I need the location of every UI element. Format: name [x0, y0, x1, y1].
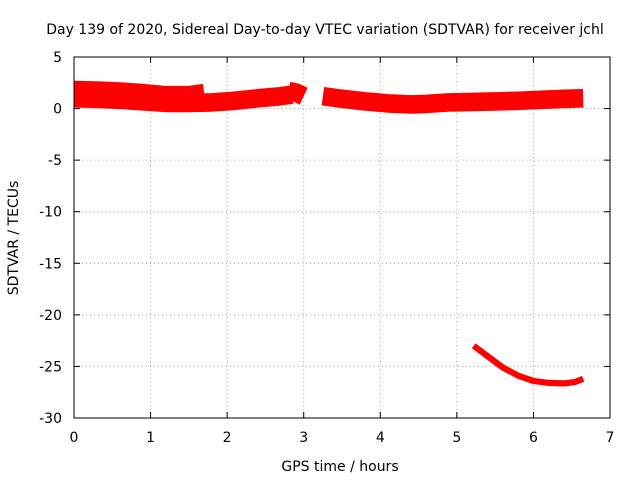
x-tick-label: 1: [146, 430, 155, 446]
x-tick-label: 2: [223, 430, 232, 446]
y-tick-label: -30: [39, 411, 62, 427]
series-0-segment-1: [73, 85, 294, 113]
chart-title: Day 139 of 2020, Sidereal Day-to-day VTE…: [46, 22, 604, 38]
plot-frame: [73, 56, 611, 419]
x-tick-label: 7: [606, 430, 615, 446]
series-0-segment-2: [286, 81, 308, 105]
y-tick-label: 0: [53, 102, 62, 118]
y-tick-label: -25: [39, 359, 62, 375]
y-tick-label: -20: [39, 308, 62, 324]
y-tick-label: -10: [39, 205, 62, 221]
data-series: [73, 80, 585, 387]
x-tick-label: 5: [452, 430, 461, 446]
x-tick-label: 4: [376, 430, 385, 446]
x-axis-label: GPS time / hours: [281, 459, 398, 475]
x-tick-label: 3: [299, 430, 308, 446]
y-tick-label: -5: [48, 153, 62, 169]
y-tick-label: 5: [53, 50, 62, 66]
y-axis-label: SDTVAR / TECUs: [6, 181, 22, 296]
y-tick-label: -15: [39, 256, 62, 272]
x-tick-label: 0: [70, 430, 79, 446]
tick-labels: 0 1 2 3 4 5 6 7 5 0 -5 -10 -15 -20 -25 -30: [39, 50, 614, 446]
series-1-segment-0: [471, 343, 585, 387]
x-tick-label: 6: [529, 430, 538, 446]
series-0-segment-3: [321, 86, 584, 114]
